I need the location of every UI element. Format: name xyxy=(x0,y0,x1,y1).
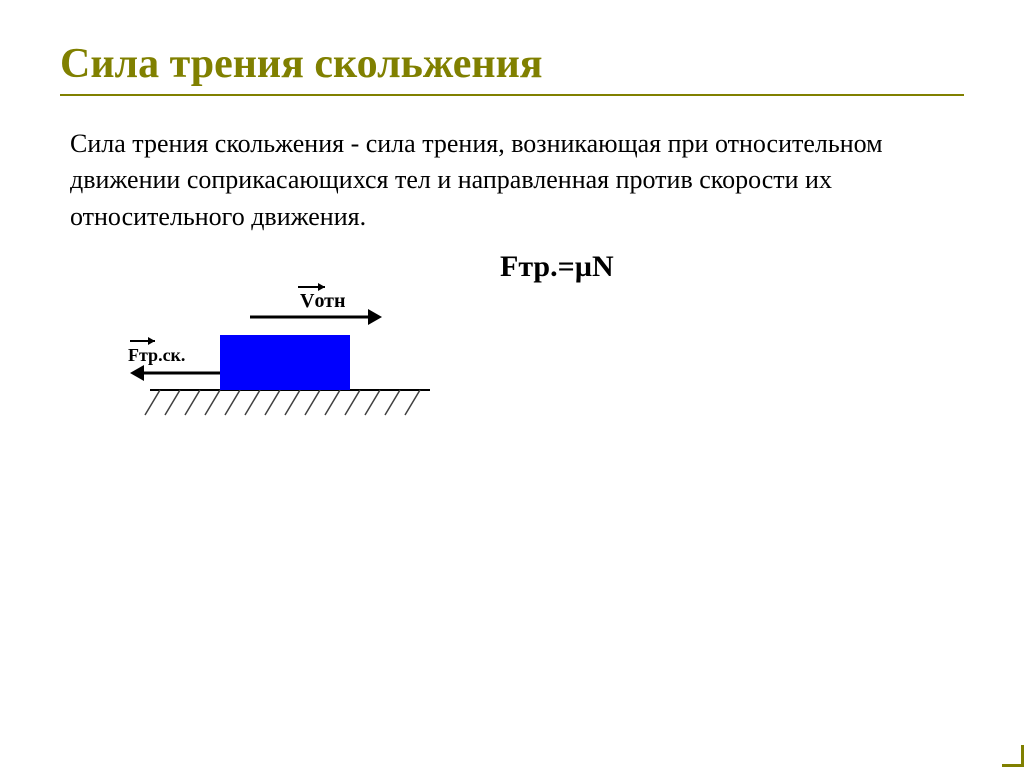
slide-body-text: Сила трения скольжения - сила трения, во… xyxy=(60,126,964,235)
title-underline xyxy=(60,94,964,96)
slide-title: Сила трения скольжения xyxy=(60,40,964,88)
velocity-label: Vотн xyxy=(300,290,346,312)
ground-hatching xyxy=(145,390,420,415)
corner-marker xyxy=(1002,745,1024,767)
friction-label: Fтр.ск. xyxy=(128,345,185,365)
velocity-arrow: Vотн xyxy=(250,283,382,325)
formula: Fтр.=µN xyxy=(500,250,614,284)
friction-arrow: Fтр.ск. xyxy=(128,337,220,381)
formula-row: Vотн Fтр.ск. Fтр.=µN xyxy=(60,255,964,455)
block xyxy=(220,335,350,390)
friction-diagram: Vотн Fтр.ск. xyxy=(120,275,460,455)
